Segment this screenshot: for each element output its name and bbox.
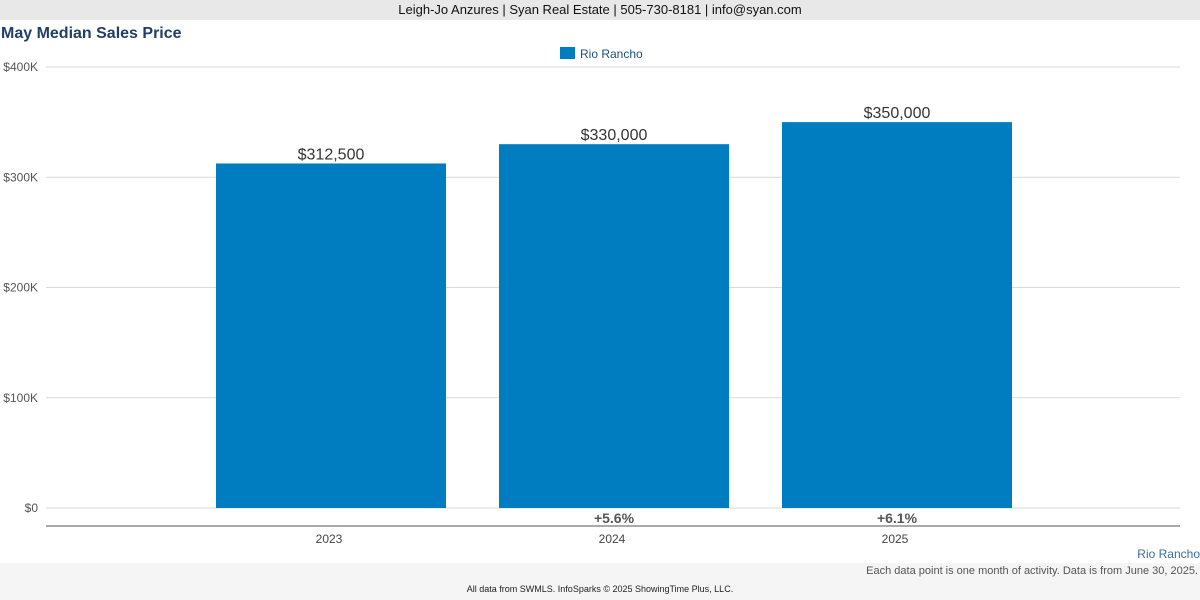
value-label: $350,000 [864,105,931,122]
y-tick-label: $100K [3,391,38,405]
legend[interactable]: Rio Rancho [560,47,643,61]
credits: All data from SWMLS. InfoSparks © 2025 S… [466,584,734,594]
change-label: +6.1% [877,510,918,526]
change-label: +5.6% [594,510,635,526]
x-tick-labels: 2023 2024 2025 [316,532,909,546]
bars [216,122,1012,509]
data-note: Each data point is one month of activity… [866,565,1198,577]
y-tick-labels: $0 $100K $200K $300K $400K [3,60,38,515]
value-labels: $312,500 $330,000 $350,000 [298,105,931,163]
y-tick-label: $200K [3,281,38,295]
x-tick-label: 2025 [882,532,909,546]
y-tick-label: $300K [3,170,38,184]
contact-header: Leigh-Jo Anzures | Syan Real Estate | 50… [0,0,1200,20]
change-labels: +5.6% +6.1% [594,510,918,526]
legend-swatch[interactable] [560,47,575,59]
x-tick-label: 2023 [316,532,343,546]
value-label: $330,000 [581,127,648,144]
y-tick-label: $400K [3,60,38,74]
x-tick-label: 2024 [599,532,626,546]
footer-area [0,563,1200,600]
region-link[interactable]: Rio Rancho [1137,547,1200,561]
chart-title: May Median Sales Price [1,25,182,42]
value-label: $312,500 [298,146,365,163]
bar[interactable] [782,122,1012,508]
bar[interactable] [216,163,446,508]
bar[interactable] [499,144,729,509]
legend-label[interactable]: Rio Rancho [580,47,643,61]
y-tick-label: $0 [25,501,39,515]
